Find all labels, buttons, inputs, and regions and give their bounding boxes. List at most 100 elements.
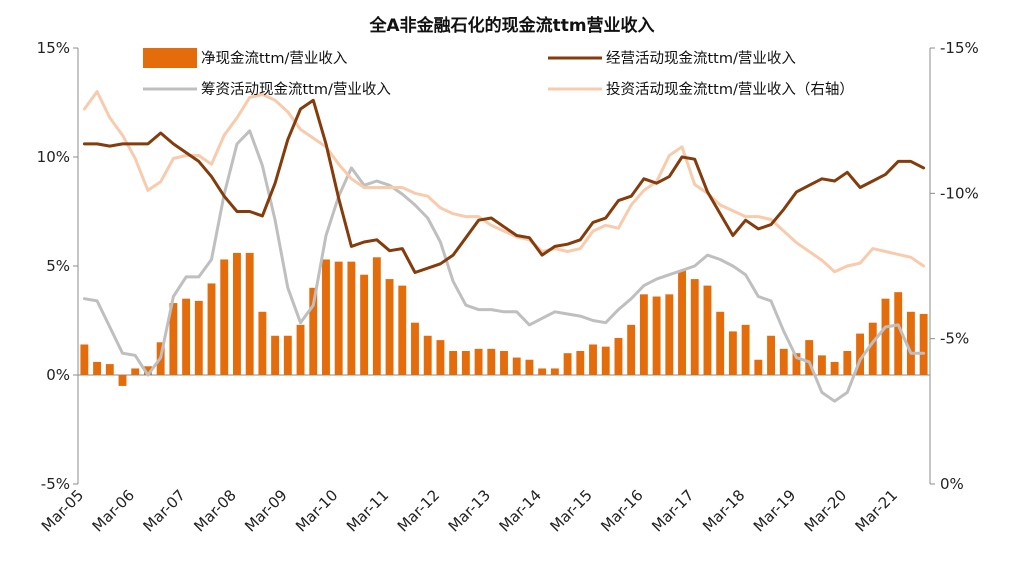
bar [614,337,623,375]
x-tick-label: Mar-08 [190,486,239,535]
x-tick-label: Mar-07 [140,486,189,535]
bar [690,279,699,375]
bar [665,294,674,375]
x-tick-label: Mar-21 [852,486,901,535]
bar [805,340,814,375]
bar [767,335,775,375]
bar [360,274,369,375]
right-tick-label: -15% [940,39,979,57]
left-tick-label: 5% [46,257,70,275]
bar [283,335,292,375]
bar [245,252,254,375]
line-series-1 [82,98,926,274]
bar [728,331,737,375]
legend-label: 筹资活动现金流ttm/营业收入 [201,81,391,98]
bar [182,298,191,375]
x-tick-label: Mar-14 [496,486,545,535]
bar [919,313,928,375]
bar [881,298,890,375]
right-tick-label: 0% [940,475,964,493]
left-tick-label: 15% [37,39,70,57]
bar [525,359,534,375]
x-tick-label: Mar-18 [699,486,748,535]
bar [334,261,343,375]
x-tick-label: Mar-06 [89,486,138,535]
bar [906,311,915,375]
bar [309,287,318,375]
bar [322,259,330,375]
x-tick-label: Mar-09 [241,486,290,535]
bar [500,351,508,375]
left-tick-label: 0% [46,366,70,384]
bar [194,300,203,375]
bar [436,340,445,375]
bar [423,335,432,375]
bar [105,364,114,375]
bar [779,348,788,375]
bar [398,285,407,375]
bar [233,252,241,375]
bar [461,351,470,375]
bar [80,344,89,375]
bar [143,366,152,375]
x-tick-label: Mar-17 [648,486,697,535]
bar [220,259,229,375]
left-tick-label: 10% [37,148,70,166]
x-tick-label: Mar-16 [597,486,646,535]
bar [716,311,725,375]
bar [856,333,865,375]
bar [550,368,559,375]
bar [652,296,661,375]
bar [118,375,127,386]
x-tick-label: Mar-13 [445,486,494,535]
bar [703,285,712,375]
bar [639,294,648,375]
x-tick-label: Mar-20 [801,486,850,535]
bar [830,361,839,375]
bar [868,322,877,375]
right-tick-label: -10% [940,184,979,202]
bar [589,344,597,375]
left-tick-label: -5% [41,475,70,493]
bar [347,261,356,375]
bar [817,355,826,375]
x-tick-label: Mar-15 [546,486,595,535]
bar [372,257,381,375]
bar [576,351,585,375]
legend-label: 投资活动现金流ttm/营业收入（右轴） [606,81,854,98]
bar [411,322,419,375]
bar [538,368,547,375]
bar [296,324,305,375]
bar [385,279,394,375]
bar [678,270,686,375]
line-series-group [82,90,926,403]
legend-label: 经营活动现金流ttm/营业收入 [606,50,796,67]
bar [169,303,178,375]
x-tick-label: Mar-19 [750,486,799,535]
bar [894,292,903,375]
x-tick-label: Mar-12 [394,486,443,535]
bar [487,348,496,375]
bar [207,283,216,375]
x-tick-label: Mar-05 [38,486,87,535]
bar [258,311,267,375]
bar [131,368,140,375]
x-tick-label: Mar-10 [292,486,341,535]
legend-swatch-bar [143,48,197,68]
bar [601,346,610,375]
right-tick-label: -5% [940,330,969,348]
bar [843,351,852,375]
x-tick-label: Mar-11 [343,486,392,535]
bar [563,353,572,375]
bar [474,348,483,375]
bar [271,335,280,375]
bar [754,359,763,375]
legend-label: 净现金流ttm/营业收入 [201,50,347,67]
bar [792,353,801,375]
chart-title: 全A非金融石化的现金流ttm营业收入 [368,15,654,36]
bar [449,351,458,375]
bar-series-net-cashflow [80,252,928,386]
legend: 净现金流ttm/营业收入 经营活动现金流ttm/营业收入筹资活动现金流ttm/营业… [143,48,854,98]
line-series-3 [82,90,926,274]
